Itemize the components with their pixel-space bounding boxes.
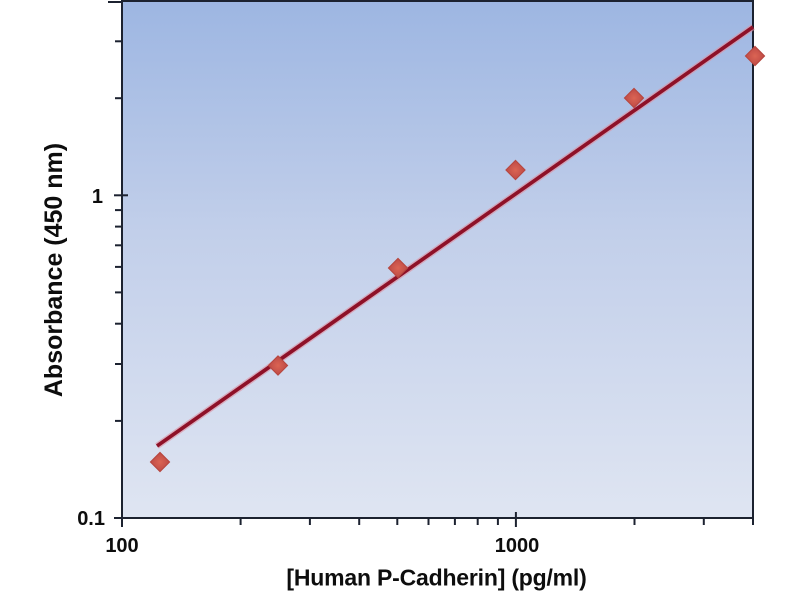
svg-text:100: 100 xyxy=(105,535,138,557)
svg-text:1: 1 xyxy=(92,186,103,208)
svg-text:1000: 1000 xyxy=(495,535,540,557)
svg-text:[Human P-Cadherin] (pg/ml): [Human P-Cadherin] (pg/ml) xyxy=(286,565,586,591)
svg-text:0.1: 0.1 xyxy=(77,508,105,530)
svg-text:Absorbance (450 nm): Absorbance (450 nm) xyxy=(40,143,68,397)
